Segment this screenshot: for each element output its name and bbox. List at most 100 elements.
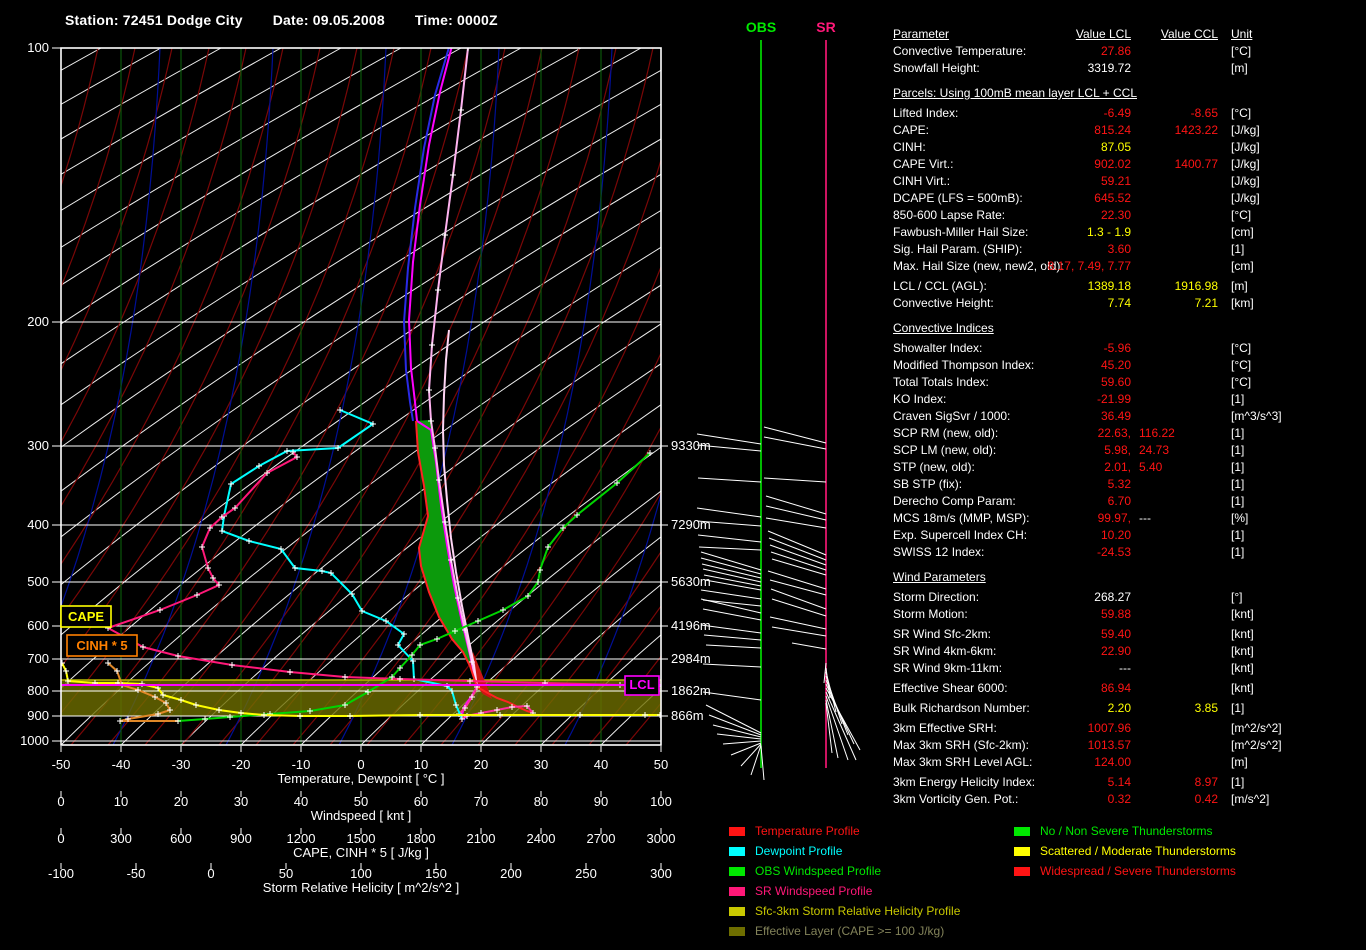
cape-tick-label: 0 — [57, 831, 64, 846]
height-label: 866m — [671, 708, 704, 723]
cape-tick-label: 300 — [110, 831, 132, 846]
sr-windspeed-profile-markers — [105, 449, 661, 689]
srh-tick-label: 300 — [650, 866, 672, 881]
parameter-row: SB STP (fix):5.32[1] — [893, 477, 1363, 494]
param-value-ccl: -8.65 — [1191, 106, 1218, 120]
param-label: Storm Motion: — [893, 607, 1101, 621]
param-value-ccl: 1423.22 — [1175, 123, 1218, 137]
parameter-row: Modified Thompson Index:45.20[°C] — [893, 358, 1363, 375]
parameter-row: Sig. Hail Param. (SHIP):3.60[1] — [893, 242, 1363, 259]
param-unit: [1] — [1218, 443, 1363, 457]
param-label: LCL / CCL (AGL): — [893, 279, 1101, 293]
cape-tick-label: 2400 — [527, 831, 556, 846]
param-value-lcl: 815.24 — [1094, 123, 1131, 137]
temp-tick-label: -30 — [172, 757, 191, 772]
parameter-row: Bulk Richardson Number:2.203.85[1] — [893, 701, 1363, 718]
param-unit: [1] — [1218, 775, 1363, 789]
section-header: Convective Indices — [893, 321, 1363, 341]
profile-legend: Temperature ProfileDewpoint ProfileOBS W… — [729, 821, 960, 941]
cape-tick-label: 1800 — [407, 831, 436, 846]
parameter-row: STP (new, old):2.01,5.40[1] — [893, 460, 1363, 477]
param-label: Fawbush-Miller Hail Size: — [893, 225, 1101, 239]
parameter-row: Storm Motion:59.88[knt] — [893, 607, 1363, 624]
legend-item: OBS Windspeed Profile — [729, 861, 960, 881]
legend-label: Widespread / Severe Thunderstorms — [1040, 864, 1236, 878]
param-value-ccl: 5.40 — [1139, 460, 1162, 474]
parameter-row: SR Wind Sfc-2km:59.40[knt] — [893, 627, 1363, 644]
wind-axis-title: Windspeed [ knt ] — [311, 808, 411, 823]
param-label: 3km Effective SRH: — [893, 721, 1101, 735]
legend-item: Scattered / Moderate Thunderstorms — [1014, 841, 1236, 861]
param-unit: [J/kg] — [1218, 123, 1363, 137]
temp-tick-label: -10 — [292, 757, 311, 772]
temp-tick-label: -40 — [112, 757, 131, 772]
pressure-tick-label: 200 — [27, 314, 49, 329]
legend-item: Effective Layer (CAPE >= 100 J/kg) — [729, 921, 960, 941]
col-parameter: Parameter — [893, 27, 1101, 41]
param-unit: [km] — [1218, 296, 1363, 310]
param-unit: [°C] — [1218, 341, 1363, 355]
param-unit: [°C] — [1218, 44, 1363, 58]
parameter-row: SCP LM (new, old):5.98,24.73[1] — [893, 443, 1363, 460]
panel-column-headers: ParameterValue LCLValue CCLUnit — [893, 27, 1363, 44]
legend-label: Scattered / Moderate Thunderstorms — [1040, 844, 1236, 858]
legend-item: Temperature Profile — [729, 821, 960, 841]
param-value-lcl: 27.86 — [1101, 44, 1131, 58]
param-value-lcl: 22.90 — [1101, 644, 1131, 658]
app-window: Station: 72451 Dodge City Date: 09.05.20… — [0, 0, 1366, 950]
parameter-row: LCL / CCL (AGL):1389.181916.98[m] — [893, 279, 1363, 296]
param-label: Bulk Richardson Number: — [893, 701, 1101, 715]
param-value-lcl: 99.97, — [1098, 511, 1131, 525]
param-value-ccl: 116.22 — [1139, 426, 1175, 440]
legend-item: No / Non Severe Thunderstorms — [1014, 821, 1236, 841]
temp-tick-label: 50 — [654, 757, 668, 772]
param-value-lcl: 645.52 — [1094, 191, 1131, 205]
param-label: Derecho Comp Param: — [893, 494, 1101, 508]
param-value-lcl: 3319.72 — [1088, 61, 1131, 75]
param-label: MCS 18m/s (MMP, MSP): — [893, 511, 1101, 525]
param-value-ccl: 3.85 — [1195, 701, 1218, 715]
parameter-row: SR Wind 4km-6km:22.90[knt] — [893, 644, 1363, 661]
legend-item: Sfc-3km Storm Relative Helicity Profile — [729, 901, 960, 921]
param-unit: [knt] — [1218, 681, 1363, 695]
param-label: Convective Temperature: — [893, 44, 1101, 58]
srh-tick-label: -50 — [127, 866, 146, 881]
param-value-lcl: --- — [1119, 661, 1131, 675]
wind-tick-label: 10 — [114, 794, 128, 809]
param-value-ccl: 0.42 — [1195, 792, 1218, 806]
param-label: 850-600 Lapse Rate: — [893, 208, 1101, 222]
param-label: Storm Direction: — [893, 590, 1101, 604]
param-unit: [°C] — [1218, 208, 1363, 222]
param-unit: [m] — [1218, 279, 1363, 293]
wind-tick-label: 60 — [414, 794, 428, 809]
annotation-label: LCL — [629, 677, 654, 692]
param-unit: [cm] — [1218, 225, 1363, 239]
param-value-ccl: 7.21 — [1195, 296, 1218, 310]
param-value-lcl: 1013.57 — [1088, 738, 1131, 752]
temp-tick-label: 30 — [534, 757, 548, 772]
param-value-lcl: 8.17, 7.49, 7.77 — [1048, 259, 1131, 273]
col-value-lcl: Value LCL — [1076, 27, 1131, 41]
param-value-ccl: 1400.77 — [1175, 157, 1218, 171]
wind-barbs-obs — [697, 434, 764, 780]
param-unit: [1] — [1218, 528, 1363, 542]
legend-label: Effective Layer (CAPE >= 100 J/kg) — [755, 924, 944, 938]
cape-tick-label: 3000 — [647, 831, 676, 846]
param-value-lcl: 0.32 — [1108, 792, 1131, 806]
param-value-lcl: 87.05 — [1101, 140, 1131, 154]
param-label: CINH: — [893, 140, 1101, 154]
parameter-row: Convective Height:7.747.21[km] — [893, 296, 1363, 313]
cape-tick-label: 2100 — [467, 831, 496, 846]
parameter-row: Effective Shear 6000:86.94[knt] — [893, 681, 1363, 698]
param-value-lcl: 1007.96 — [1088, 721, 1131, 735]
pressure-tick-label: 1000 — [20, 733, 49, 748]
parameter-row: SWISS 12 Index:-24.53[1] — [893, 545, 1363, 562]
section-header: Parcels: Using 100mB mean layer LCL + CC… — [893, 86, 1363, 106]
param-unit: [1] — [1218, 392, 1363, 406]
legend-swatch-icon — [729, 827, 745, 836]
param-value-lcl: 59.40 — [1101, 627, 1131, 641]
cape-tick-label: 1500 — [347, 831, 376, 846]
parameter-row: DCAPE (LFS = 500mB):645.52[J/kg] — [893, 191, 1363, 208]
parameter-row: KO Index:-21.99[1] — [893, 392, 1363, 409]
wind-column-label-sr: SR — [816, 19, 835, 35]
